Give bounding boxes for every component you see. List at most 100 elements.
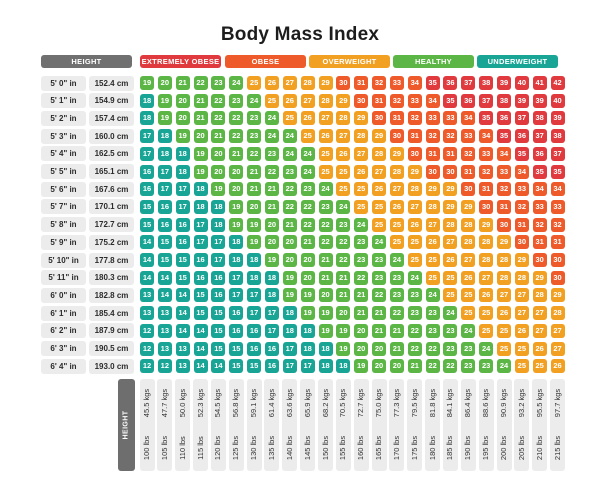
weight-column-bar <box>478 379 494 471</box>
bmi-cell: 33 <box>407 93 422 108</box>
bmi-cell: 39 <box>550 111 565 126</box>
bmi-cell: 23 <box>389 288 404 303</box>
bmi-cell: 24 <box>300 164 315 179</box>
bmi-cell: 19 <box>229 199 244 214</box>
weight-lbs-label: 140 lbs <box>284 435 294 461</box>
bmi-cell: 24 <box>443 306 458 321</box>
bmi-cell: 26 <box>389 199 404 214</box>
bmi-cell: 18 <box>211 199 226 214</box>
bmi-cell: 26 <box>425 235 440 250</box>
bmi-cell: 20 <box>175 93 190 108</box>
weight-kg-label: 84.1 kgs <box>445 388 455 418</box>
bmi-cell: 23 <box>425 323 440 338</box>
bmi-cell: 14 <box>193 341 208 356</box>
bmi-cell: 15 <box>229 359 244 374</box>
bmi-cell: 20 <box>229 164 244 179</box>
bmi-cell: 31 <box>372 93 387 108</box>
bmi-cell: 27 <box>425 217 440 232</box>
weight-kg-label: 45.5 kgs <box>142 388 151 418</box>
bmi-cell: 18 <box>193 199 208 214</box>
bmi-cell: 28 <box>300 76 315 90</box>
bmi-cell: 25 <box>497 323 511 338</box>
bmi-cell: 30 <box>425 164 440 179</box>
bmi-cell: 18 <box>175 164 190 179</box>
bmi-cell: 23 <box>443 323 458 338</box>
bmi-cell: 16 <box>211 288 226 303</box>
bmi-cell: 18 <box>264 270 279 285</box>
bmi-cell: 14 <box>140 235 154 250</box>
bmi-cell: 27 <box>461 253 476 267</box>
bmi-cell: 13 <box>157 306 172 321</box>
bmi-cell: 14 <box>140 270 154 285</box>
bmi-cell: 32 <box>443 129 458 144</box>
bmi-cell: 24 <box>497 359 511 374</box>
bmi-cell: 18 <box>193 182 208 197</box>
height-ft-label: 5' 7" in <box>41 199 86 215</box>
weight-column-bar <box>210 379 226 471</box>
bmi-cell: 17 <box>175 199 190 214</box>
bmi-cell: 20 <box>372 341 387 356</box>
bmi-cell: 33 <box>532 199 547 214</box>
height-ft-label: 5' 11" in <box>41 270 86 286</box>
bmi-cell: 13 <box>140 288 154 303</box>
weight-column-bar <box>442 379 458 471</box>
weight-lbs-label: 135 lbs <box>266 435 276 461</box>
bmi-cell: 34 <box>514 164 529 179</box>
bmi-cell: 24 <box>264 129 279 144</box>
bmi-cell: 25 <box>336 182 351 197</box>
bmi-cell: 17 <box>264 323 279 338</box>
bmi-cell: 19 <box>318 306 333 321</box>
bmi-cell: 32 <box>372 76 387 90</box>
bmi-cell: 22 <box>282 182 297 197</box>
weight-lbs-label: 145 lbs <box>302 435 312 461</box>
bmi-cell: 39 <box>514 93 529 108</box>
height-cm-label: 175.2 cm <box>89 234 134 250</box>
bmi-cell: 22 <box>425 341 440 356</box>
bmi-cell: 18 <box>247 253 262 267</box>
bmi-cell: 12 <box>140 359 154 374</box>
weight-column-bar <box>175 379 191 471</box>
bmi-cell: 18 <box>229 253 244 267</box>
bmi-cell: 21 <box>354 288 369 303</box>
bmi-cell: 17 <box>157 164 172 179</box>
height-ft-label: 5' 5" in <box>41 164 86 179</box>
bmi-cell: 29 <box>318 76 333 90</box>
weight-column-bar <box>193 379 209 471</box>
bmi-cell: 19 <box>336 341 351 356</box>
weight-kg-label: 90.9 kgs <box>499 388 508 418</box>
weight-lbs-label: 105 lbs <box>159 435 169 461</box>
bmi-cell: 24 <box>461 323 476 338</box>
weight-column-bar <box>335 379 351 471</box>
bmi-cell: 33 <box>425 111 440 126</box>
bmi-cell: 16 <box>175 217 190 232</box>
bmi-cell: 13 <box>140 306 154 321</box>
weight-lbs-label: 160 lbs <box>356 435 366 461</box>
bmi-cell: 25 <box>372 217 387 232</box>
bmi-cell: 27 <box>389 182 404 197</box>
bmi-cell: 24 <box>425 288 440 303</box>
height-ft-label: 5' 0" in <box>41 75 86 91</box>
bmi-cell: 30 <box>550 253 565 267</box>
bmi-cell: 17 <box>211 235 226 250</box>
weight-kg-label: 52.3 kgs <box>195 388 205 418</box>
bmi-cell: 15 <box>193 288 208 303</box>
bmi-cell: 33 <box>443 111 458 126</box>
bmi-cell: 20 <box>229 182 244 197</box>
bmi-cell: 19 <box>247 217 262 232</box>
bmi-cell: 22 <box>282 199 297 214</box>
height-cm-label: 187.9 cm <box>89 323 134 339</box>
bmi-cell: 20 <box>300 270 315 285</box>
bmi-cell: 21 <box>193 111 208 126</box>
weight-lbs-label: 185 lbs <box>445 435 455 461</box>
bmi-cell: 34 <box>497 146 511 161</box>
bmi-cell: 21 <box>175 76 190 90</box>
bmi-cell: 17 <box>211 253 226 267</box>
bmi-cell: 27 <box>479 270 494 285</box>
bmi-cell: 23 <box>372 253 387 267</box>
bmi-cell: 29 <box>479 217 494 232</box>
bmi-cell: 22 <box>425 359 440 374</box>
bmi-cell: 21 <box>211 129 226 144</box>
bmi-cell: 27 <box>372 164 387 179</box>
weight-lbs-label: 155 lbs <box>338 435 348 461</box>
weight-kg-label: 75.0 kgs <box>374 388 384 418</box>
